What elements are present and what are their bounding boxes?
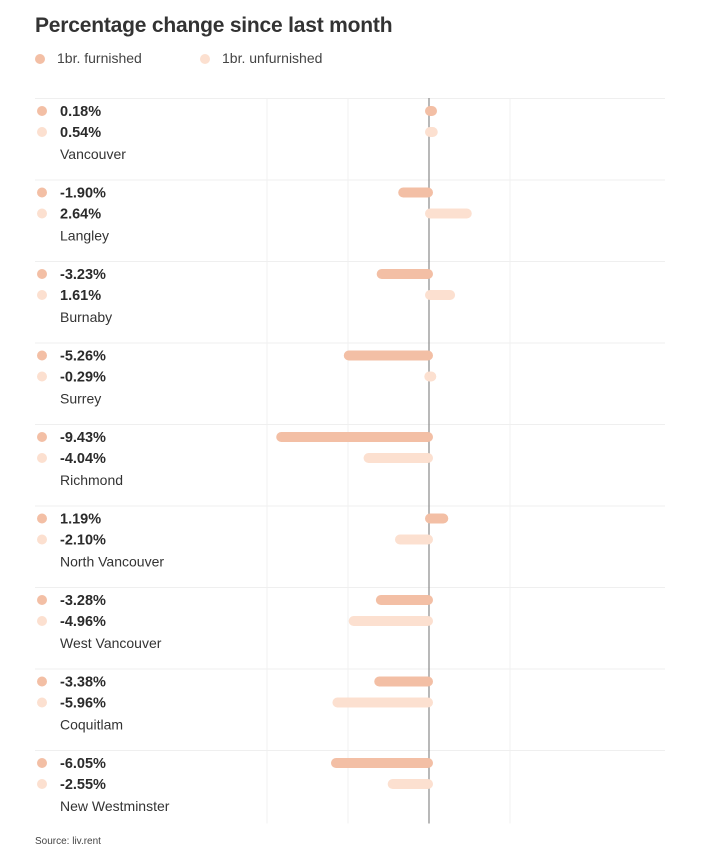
category-label: North Vancouver <box>60 554 164 570</box>
bar <box>276 432 433 442</box>
data-label: 1.61% <box>60 288 101 304</box>
series-dot <box>37 534 47 545</box>
series-dot <box>37 371 47 382</box>
series-dot <box>37 432 47 442</box>
bar <box>425 513 449 524</box>
data-label: -9.43% <box>60 430 106 446</box>
series-dot <box>37 106 47 116</box>
data-label: -1.90% <box>60 186 106 202</box>
series-dot <box>37 616 47 626</box>
chart-plot: 0.18% 0.54% Vancouver -1.90% 2.64% Langley -3.… <box>35 98 665 824</box>
category-label: Richmond <box>60 472 123 488</box>
series-dot <box>37 187 47 198</box>
series-dot <box>37 269 47 279</box>
data-label: -5.26% <box>60 349 106 365</box>
category-label: Langley <box>60 228 109 244</box>
bar <box>332 697 433 708</box>
series-dot <box>37 779 47 789</box>
chart-title: Percentage change since last month <box>35 14 393 37</box>
series-dot <box>37 127 47 137</box>
legend-item-furnished: 1br. furnished <box>35 50 142 66</box>
series-dot <box>37 595 47 605</box>
legend-swatch-furnished <box>35 54 45 65</box>
bar <box>374 676 433 687</box>
bar <box>348 616 433 626</box>
legend-swatch-unfurnished <box>200 54 210 65</box>
series-dot <box>37 350 47 361</box>
series-dot <box>37 453 47 463</box>
category-label: New Westminster <box>60 798 170 814</box>
data-label: -6.05% <box>60 756 106 772</box>
series-dot <box>37 290 47 300</box>
data-label: -5.96% <box>60 696 106 712</box>
bar <box>398 187 433 198</box>
legend-item-unfurnished: 1br. unfurnished <box>200 50 322 66</box>
bar <box>394 534 433 545</box>
series-dot <box>37 758 47 768</box>
bar <box>424 371 437 382</box>
data-label: -3.23% <box>60 267 106 283</box>
series-dot <box>37 208 47 219</box>
bar <box>387 779 433 789</box>
bar <box>425 106 437 116</box>
legend-label-unfurnished: 1br. unfurnished <box>222 50 323 66</box>
series-dot <box>37 513 47 524</box>
bar <box>425 290 456 300</box>
bar <box>376 269 433 279</box>
category-label: West Vancouver <box>60 635 162 651</box>
series-dot <box>37 697 47 708</box>
data-label: 0.54% <box>60 125 101 141</box>
bar <box>375 595 433 605</box>
bar <box>425 208 472 219</box>
series-dot <box>37 676 47 687</box>
data-label: 2.64% <box>60 207 101 223</box>
data-label: -4.96% <box>60 614 106 630</box>
bar <box>330 758 433 768</box>
data-label: -4.04% <box>60 451 106 467</box>
category-label: Vancouver <box>60 146 126 162</box>
data-label: 0.18% <box>60 104 101 120</box>
data-label: -0.29% <box>60 370 106 386</box>
category-label: Surrey <box>60 391 101 407</box>
source-note: Source: liv.rent <box>35 836 101 847</box>
category-label: Coquitlam <box>60 717 123 733</box>
category-label: Burnaby <box>60 309 112 325</box>
data-label: -3.38% <box>60 675 106 691</box>
bar <box>343 350 433 361</box>
data-label: -3.28% <box>60 593 106 609</box>
legend-label-furnished: 1br. furnished <box>57 50 142 66</box>
bar <box>363 453 433 463</box>
data-label: 1.19% <box>60 512 101 528</box>
bar <box>425 127 438 137</box>
data-label: -2.10% <box>60 533 106 549</box>
data-label: -2.55% <box>60 777 106 793</box>
